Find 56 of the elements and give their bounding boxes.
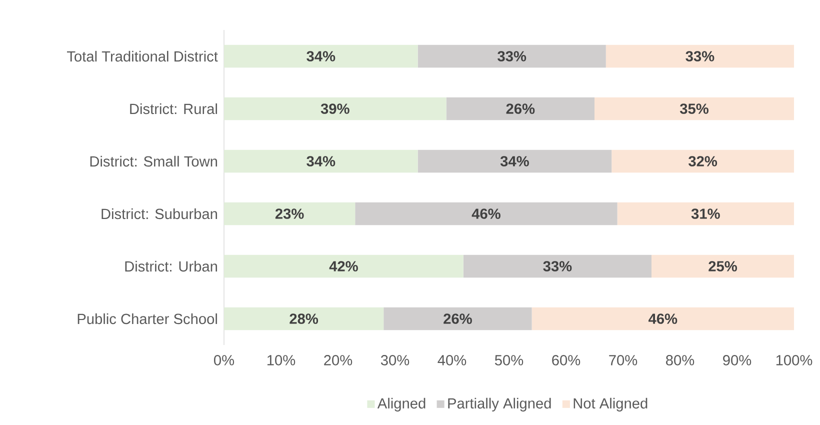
x-tick-label: 90% (723, 355, 752, 366)
data-label: 32% (688, 156, 718, 166)
bar (224, 202, 356, 226)
y-tick-label: Public Charter School (78, 313, 217, 324)
legend-label: Not Aligned (574, 398, 648, 412)
data-label: 34% (500, 156, 529, 166)
data-label: 26% (444, 314, 472, 324)
y-tick-label: District: Small Town (90, 156, 218, 167)
bar (224, 150, 418, 173)
x-tick-label: 80% (666, 355, 694, 366)
data-label: 28% (290, 314, 318, 324)
data-label: 46% (472, 208, 500, 219)
bar (606, 44, 794, 68)
data-label: 34% (306, 156, 336, 166)
bar (463, 254, 652, 278)
x-tick-label: 0% (214, 355, 234, 366)
bar (418, 44, 606, 68)
x-tick-label: 60% (552, 355, 580, 366)
data-label: 23% (275, 208, 304, 219)
data-label: 33% (543, 261, 572, 272)
data-label: 33% (686, 51, 714, 62)
bar (224, 254, 464, 278)
y-tick-label: District: Rural (130, 103, 217, 114)
x-tick-label: 10% (267, 355, 296, 366)
x-tick-label: 50% (494, 355, 524, 366)
x-tick-label: 40% (438, 355, 466, 366)
data-label: 35% (680, 104, 708, 114)
bar (224, 307, 384, 330)
y-tick-label: District: Urban (125, 260, 218, 272)
legend-label: Aligned (377, 398, 426, 412)
x-tick-label: 70% (609, 355, 638, 366)
bar (384, 307, 532, 330)
data-label: 39% (320, 104, 350, 114)
data-label: 31% (691, 208, 720, 219)
data-label: 42% (329, 261, 358, 272)
y-tick-label: District: Suburban (102, 208, 217, 220)
bar (612, 150, 794, 173)
x-tick-label: 100% (776, 355, 812, 366)
bar (652, 254, 794, 278)
bar (224, 97, 446, 120)
bar (355, 202, 618, 226)
bar (446, 97, 595, 120)
data-label: 26% (506, 104, 535, 114)
data-label: 25% (708, 261, 737, 272)
y-tick-label: Total Traditional District (67, 50, 218, 62)
data-label: 33% (498, 51, 526, 62)
bar (532, 307, 794, 330)
data-label: 34% (306, 51, 336, 62)
bar (418, 150, 612, 173)
data-label: 46% (648, 314, 678, 324)
bar (224, 44, 418, 68)
x-tick-label: 30% (380, 355, 410, 366)
legend-label: Partially Aligned (448, 398, 551, 412)
x-tick-label: 20% (324, 355, 352, 366)
bar (617, 202, 794, 226)
bar (594, 97, 794, 120)
